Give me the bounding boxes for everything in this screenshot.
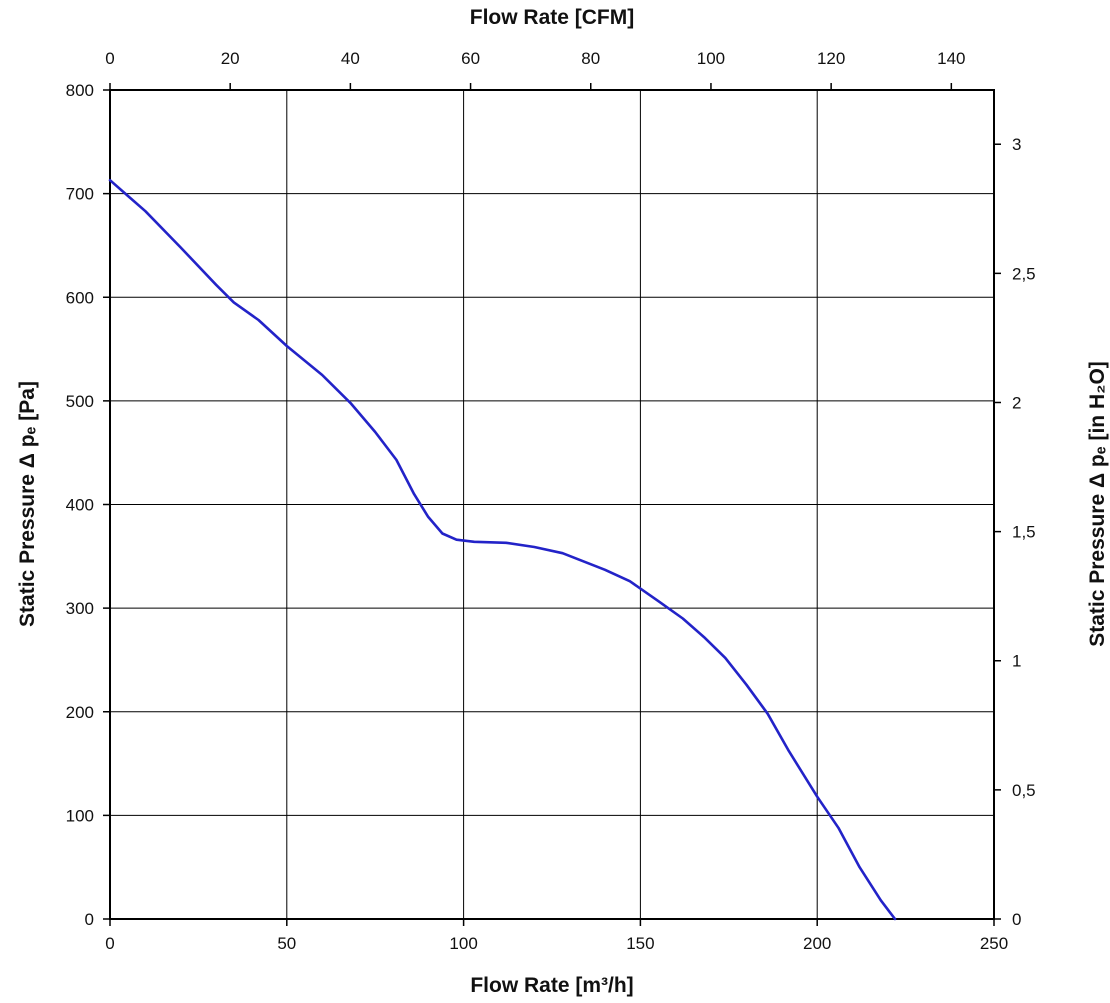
y-right-tick-label: 1,5 xyxy=(1012,523,1036,542)
x-top-tick-label: 140 xyxy=(937,49,965,68)
x-bottom-tick-label: 200 xyxy=(803,934,831,953)
y-right-tick-label: 0 xyxy=(1012,910,1021,929)
x-top-tick-label: 0 xyxy=(105,49,114,68)
y-right-tick-label: 2 xyxy=(1012,393,1021,412)
x-bottom-tick-label: 150 xyxy=(626,934,654,953)
tick-labels: 0 50 100 150 200 2500100200300400500600700800… xyxy=(66,49,1036,953)
y-right-tick-label: 0,5 xyxy=(1012,781,1036,800)
tick-marks xyxy=(103,83,1001,926)
y-left-tick-label: 300 xyxy=(66,599,94,618)
x-top-tick-label: 20 xyxy=(221,49,240,68)
y-right-tick-label: 3 xyxy=(1012,135,1021,154)
y-right-tick-label: 2,5 xyxy=(1012,264,1036,283)
y-left-tick-label: 500 xyxy=(66,392,94,411)
y-left-tick-label: 200 xyxy=(66,703,94,722)
x-top-tick-label: 100 xyxy=(697,49,725,68)
y-left-tick-label: 100 xyxy=(66,806,94,825)
y-axis-title-left: Static Pressure Δ pₑ [Pa] xyxy=(16,381,39,627)
y-left-tick-label: 600 xyxy=(66,288,94,307)
y-left-tick-label: 800 xyxy=(66,81,94,100)
x-top-tick-label: 60 xyxy=(461,49,480,68)
plot-area xyxy=(103,83,1001,926)
x-top-tick-label: 80 xyxy=(581,49,600,68)
x-bottom-tick-label: 250 xyxy=(980,934,1008,953)
y-left-tick-label: 400 xyxy=(66,496,94,515)
y-left-tick-label: 700 xyxy=(66,185,94,204)
pressure-flow-curve xyxy=(108,178,897,921)
x-bottom-tick-label: 100 xyxy=(449,934,477,953)
x-top-tick-label: 120 xyxy=(817,49,845,68)
x-axis-title-top: Flow Rate [CFM] xyxy=(470,6,634,29)
y-right-tick-label: 1 xyxy=(1012,652,1021,671)
x-bottom-tick-label: 0 xyxy=(105,934,114,953)
x-axis-title-bottom: Flow Rate [m³/h] xyxy=(470,974,633,997)
y-left-tick-label: 0 xyxy=(85,910,94,929)
y-axis-title-right: Static Pressure Δ pₑ [in H₂O] xyxy=(1086,361,1109,647)
x-bottom-tick-label: 50 xyxy=(277,934,296,953)
x-top-tick-label: 40 xyxy=(341,49,360,68)
